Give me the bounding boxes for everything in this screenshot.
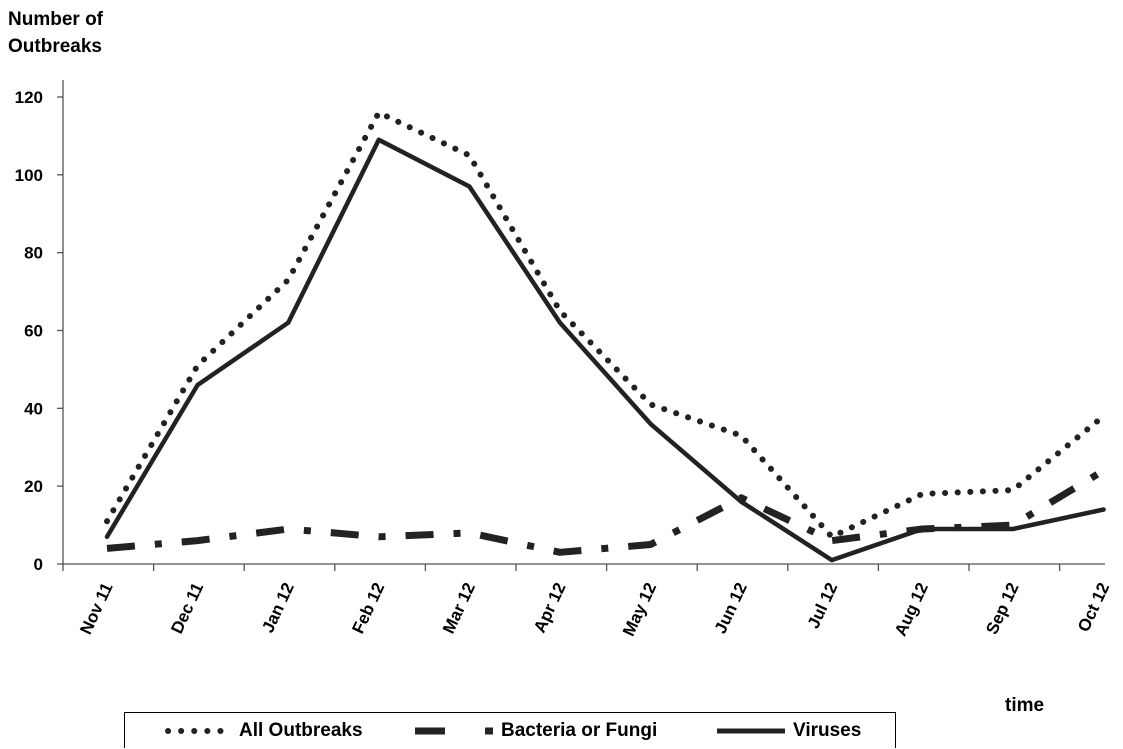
y-axis-title: Number of Outbreaks [8,9,103,57]
y-tick-label: 0 [34,555,43,574]
series-line-all-outbreaks [104,109,1107,540]
legend-swatch-dotted [165,728,233,734]
x-tick-label: Oct 12 [1074,580,1113,635]
x-tick-label: Jun 12 [711,580,751,637]
legend-swatch-solid [717,728,785,734]
legend-item-bacteria: Bacteria or Fungi [413,713,657,749]
x-tick-label: Aug 12 [891,580,932,639]
x-tick-label: Jan 12 [258,580,298,636]
x-tick-label: Mar 12 [439,580,479,637]
legend-label-bacteria: Bacteria or Fungi [501,720,658,741]
y-tick-label: 80 [24,244,43,263]
y-tick-label: 20 [24,477,43,496]
legend-item-all-outbreaks: All Outbreaks [165,713,363,749]
x-tick-label: Dec 11 [167,580,207,637]
y-tick-label: 60 [24,322,43,341]
x-tick-label: Apr 12 [530,580,570,636]
y-axis-ticks: 0 20 40 60 80 100 120 [15,88,63,574]
x-axis-ticks: Nov 11 Dec 11 Jan 12 Feb 12 Mar 12 Apr 12 May … [62,564,1113,639]
x-tick-label: Sep 12 [982,580,1022,638]
x-tick-label: Jul 12 [804,580,842,632]
legend-item-viruses: Viruses [715,713,861,749]
x-tick-label: May 12 [619,580,660,639]
series-line-viruses [104,137,1106,563]
x-axis-title: time [1005,695,1045,716]
legend-label-viruses: Viruses [793,720,862,741]
legend-swatch-dashed [415,727,493,735]
axes [62,80,1105,565]
series-lines [104,109,1107,563]
x-tick-label: Nov 11 [76,580,116,638]
series-line-bacteria-or-fungi [106,467,1106,556]
x-tick-label: Feb 12 [348,580,388,637]
y-tick-label: 40 [24,399,43,418]
y-tick-label: 120 [15,88,43,107]
legend-label-all-outbreaks: All Outbreaks [239,720,363,741]
legend: All Outbreaks Bacteria or Fungi Viruses [124,712,896,748]
y-tick-label: 100 [15,166,43,185]
